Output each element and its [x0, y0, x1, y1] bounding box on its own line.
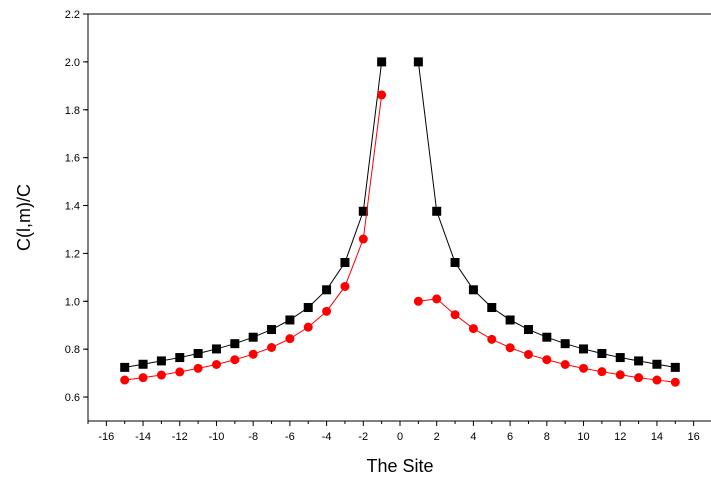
data-point-square [211, 344, 221, 354]
y-tick-label: 1.8 [65, 105, 80, 117]
data-point-circle [138, 373, 148, 383]
data-point-circle [340, 281, 350, 291]
y-tick-label: 2.2 [65, 9, 80, 21]
y-axis-title: C(l,m)/C [14, 184, 34, 251]
data-point-square [670, 362, 680, 372]
x-tick-label: -8 [248, 431, 258, 443]
data-point-square [193, 348, 203, 358]
x-tick-label: 14 [651, 431, 663, 443]
data-point-square [487, 303, 497, 313]
data-point-circle [450, 310, 460, 320]
data-point-circle [358, 234, 368, 244]
y-tick-label: 1.0 [65, 296, 80, 308]
x-tick-label: 16 [688, 431, 700, 443]
x-tick-label: -10 [209, 431, 225, 443]
data-point-circle [560, 359, 570, 369]
data-point-square [450, 258, 460, 268]
data-point-circle [487, 334, 497, 344]
data-point-square [560, 339, 570, 349]
x-tick-label: -6 [285, 431, 295, 443]
data-point-circle [523, 349, 533, 359]
series-1 [120, 57, 680, 372]
data-point-circle [303, 322, 313, 332]
x-tick-label: 12 [614, 431, 626, 443]
data-point-square [413, 57, 423, 67]
data-point-circle [156, 370, 166, 380]
y-tick-label: 1.2 [65, 248, 80, 260]
y-tick-label: 1.6 [65, 153, 80, 165]
data-point-circle [505, 343, 515, 353]
series-line [124, 61, 383, 368]
x-tick-label: 0 [397, 431, 403, 443]
data-point-square [138, 359, 148, 369]
data-point-circle [634, 373, 644, 383]
data-point-circle [175, 367, 185, 377]
x-tick-label: -4 [322, 431, 332, 443]
data-point-circle [597, 367, 607, 377]
data-point-square [322, 285, 332, 295]
data-point-square [597, 348, 607, 358]
x-tick-label: 8 [544, 431, 550, 443]
data-point-square [652, 359, 662, 369]
data-point-square [634, 356, 644, 366]
x-axis: -16 -14 -12 -10 -8 -6 -4 -2 0 2 4 6 8 10 12 14 16 [87, 421, 700, 443]
x-tick-label: 6 [507, 431, 513, 443]
series-2 [120, 90, 680, 387]
data-point-square [230, 339, 240, 349]
data-point-square [303, 303, 313, 313]
data-point-circle [432, 294, 442, 304]
data-point-square [615, 353, 625, 363]
data-point-square [248, 332, 258, 342]
data-point-circle [322, 306, 332, 316]
data-point-square [285, 315, 295, 325]
series-layer [120, 57, 680, 387]
data-point-square [267, 325, 277, 335]
data-point-circle [413, 296, 423, 306]
data-point-circle [193, 363, 203, 373]
data-point-square [358, 206, 368, 216]
y-tick-label: 2.0 [65, 57, 80, 69]
data-point-square [468, 285, 478, 295]
x-tick-label: -16 [98, 431, 114, 443]
data-point-circle [652, 375, 662, 385]
data-point-circle [468, 324, 478, 334]
x-tick-label: -12 [172, 431, 188, 443]
data-point-circle [120, 375, 130, 385]
x-tick-label: 4 [470, 431, 476, 443]
y-tick-label: 0.6 [65, 392, 80, 404]
data-point-square [432, 206, 442, 216]
x-axis-title: The Site [366, 456, 433, 476]
y-tick-label: 1.4 [65, 201, 80, 213]
data-point-square [377, 57, 387, 67]
data-point-square [523, 325, 533, 335]
y-axis: 0.6 0.8 1.0 1.2 1.4 1.6 1.8 2.0 2.2 [65, 9, 88, 404]
data-point-circle [230, 355, 240, 365]
data-point-square [340, 258, 350, 268]
x-tick-label: -2 [358, 431, 368, 443]
data-point-circle [267, 343, 277, 353]
data-point-square [505, 315, 515, 325]
data-point-circle [377, 90, 387, 100]
data-point-square [579, 344, 589, 354]
x-tick-label: 2 [434, 431, 440, 443]
series-line [417, 61, 676, 368]
data-point-square [175, 353, 185, 363]
data-point-circle [542, 355, 552, 365]
x-tick-label: -14 [135, 431, 151, 443]
data-point-circle [615, 370, 625, 380]
data-point-square [156, 356, 166, 366]
data-point-circle [579, 363, 589, 373]
y-tick-label: 0.8 [65, 344, 80, 356]
x-tick-label: 10 [577, 431, 589, 443]
data-point-circle [211, 359, 221, 369]
data-point-square [542, 332, 552, 342]
data-point-square [120, 362, 130, 372]
data-point-circle [248, 349, 258, 359]
data-point-circle [670, 377, 680, 387]
data-point-circle [285, 334, 295, 344]
